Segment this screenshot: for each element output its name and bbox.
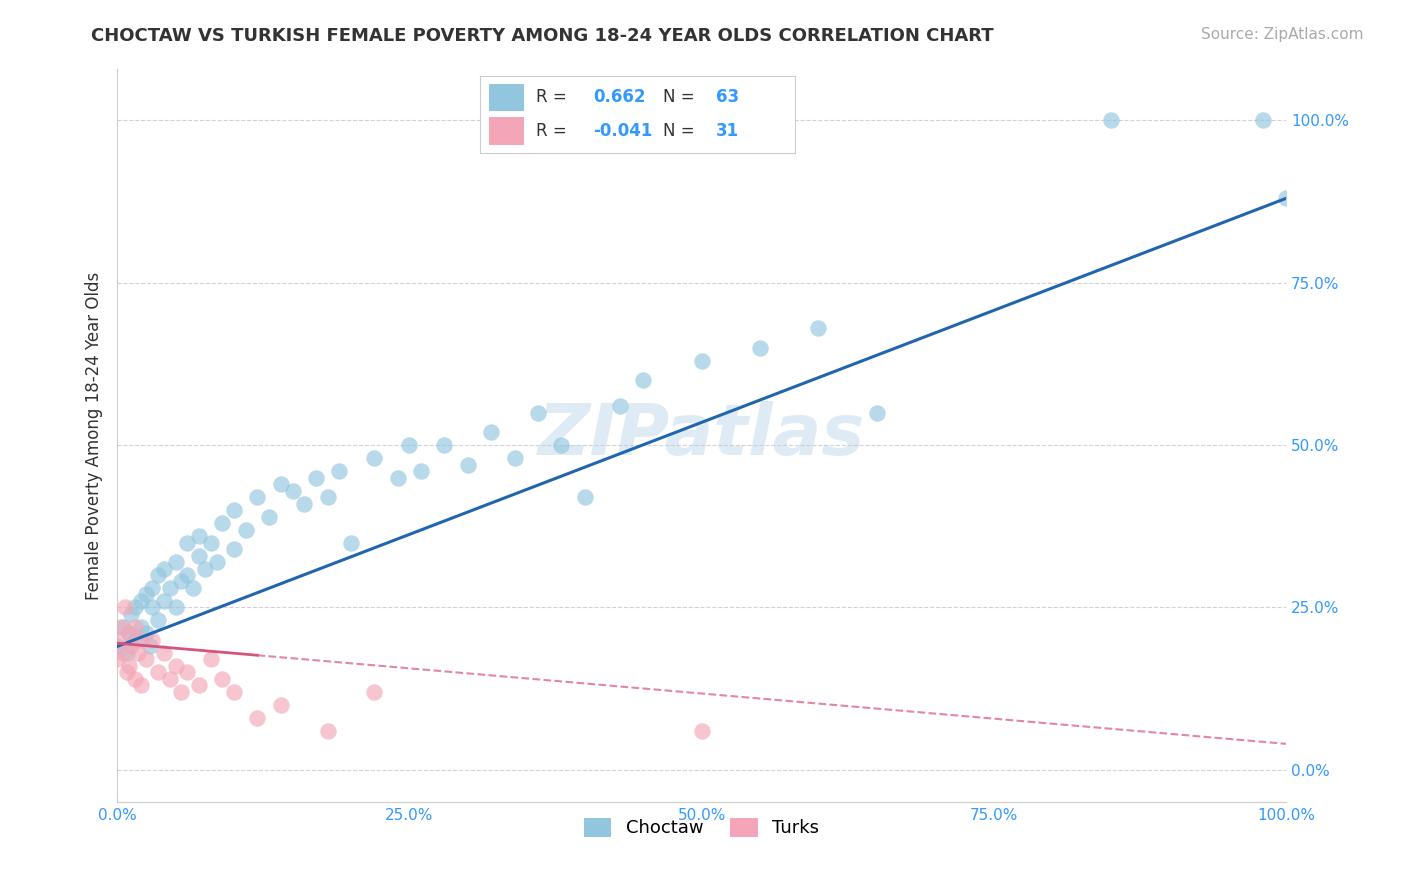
- Point: [112, 620, 135, 634]
- Point: [159, 672, 181, 686]
- Legend: Choctaw, Turks: Choctaw, Turks: [576, 811, 827, 845]
- Point: [807, 321, 830, 335]
- Point: [139, 640, 162, 654]
- Point: [609, 399, 631, 413]
- Point: [292, 497, 315, 511]
- Point: [141, 600, 163, 615]
- Point: [159, 581, 181, 595]
- Point: [305, 470, 328, 484]
- Point: [340, 535, 363, 549]
- Point: [135, 626, 157, 640]
- Point: [188, 529, 211, 543]
- Text: Source: ZipAtlas.com: Source: ZipAtlas.com: [1201, 27, 1364, 42]
- Point: [129, 678, 152, 692]
- Point: [188, 678, 211, 692]
- Text: ZIPatlas: ZIPatlas: [538, 401, 865, 470]
- Point: [129, 620, 152, 634]
- Point: [690, 723, 713, 738]
- Point: [574, 490, 596, 504]
- Point: [115, 665, 138, 680]
- Point: [105, 652, 128, 666]
- Point: [328, 464, 350, 478]
- Point: [200, 535, 222, 549]
- Point: [188, 549, 211, 563]
- Point: [120, 607, 142, 621]
- Point: [176, 568, 198, 582]
- Point: [170, 685, 193, 699]
- Point: [257, 509, 280, 524]
- Point: [550, 438, 572, 452]
- Point: [120, 640, 142, 654]
- Point: [270, 698, 292, 712]
- Point: [1251, 113, 1274, 128]
- Point: [165, 600, 187, 615]
- Point: [146, 614, 169, 628]
- Point: [105, 640, 128, 654]
- Point: [690, 353, 713, 368]
- Point: [124, 672, 146, 686]
- Point: [222, 503, 245, 517]
- Point: [176, 665, 198, 680]
- Point: [457, 458, 479, 472]
- Point: [433, 438, 456, 452]
- Point: [146, 665, 169, 680]
- Point: [105, 632, 128, 647]
- Point: [527, 406, 550, 420]
- Point: [200, 652, 222, 666]
- Point: [124, 600, 146, 615]
- Point: [124, 632, 146, 647]
- Point: [112, 646, 135, 660]
- Point: [222, 542, 245, 557]
- Point: [141, 632, 163, 647]
- Y-axis label: Female Poverty Among 18-24 Year Olds: Female Poverty Among 18-24 Year Olds: [86, 271, 103, 599]
- Point: [124, 620, 146, 634]
- Point: [409, 464, 432, 478]
- Point: [110, 620, 132, 634]
- Point: [503, 451, 526, 466]
- Point: [270, 477, 292, 491]
- Point: [165, 659, 187, 673]
- Point: [398, 438, 420, 452]
- Point: [165, 555, 187, 569]
- Point: [1099, 113, 1122, 128]
- Point: [118, 659, 141, 673]
- Point: [1275, 191, 1298, 205]
- Point: [479, 425, 502, 439]
- Point: [135, 652, 157, 666]
- Point: [246, 490, 269, 504]
- Point: [866, 406, 889, 420]
- Point: [129, 632, 152, 647]
- Point: [246, 711, 269, 725]
- Point: [181, 581, 204, 595]
- Point: [146, 568, 169, 582]
- Point: [118, 626, 141, 640]
- Text: CHOCTAW VS TURKISH FEMALE POVERTY AMONG 18-24 YEAR OLDS CORRELATION CHART: CHOCTAW VS TURKISH FEMALE POVERTY AMONG …: [91, 27, 994, 45]
- Point: [170, 574, 193, 589]
- Point: [631, 373, 654, 387]
- Point: [194, 561, 217, 575]
- Point: [205, 555, 228, 569]
- Point: [363, 685, 385, 699]
- Point: [363, 451, 385, 466]
- Point: [118, 626, 141, 640]
- Point: [316, 490, 339, 504]
- Point: [281, 483, 304, 498]
- Point: [153, 561, 176, 575]
- Point: [211, 516, 233, 530]
- Point: [153, 594, 176, 608]
- Point: [115, 646, 138, 660]
- Point: [127, 646, 149, 660]
- Point: [141, 581, 163, 595]
- Point: [387, 470, 409, 484]
- Point: [222, 685, 245, 699]
- Point: [129, 594, 152, 608]
- Point: [749, 341, 772, 355]
- Point: [176, 535, 198, 549]
- Point: [235, 523, 257, 537]
- Point: [316, 723, 339, 738]
- Point: [211, 672, 233, 686]
- Point: [114, 600, 136, 615]
- Point: [135, 587, 157, 601]
- Point: [153, 646, 176, 660]
